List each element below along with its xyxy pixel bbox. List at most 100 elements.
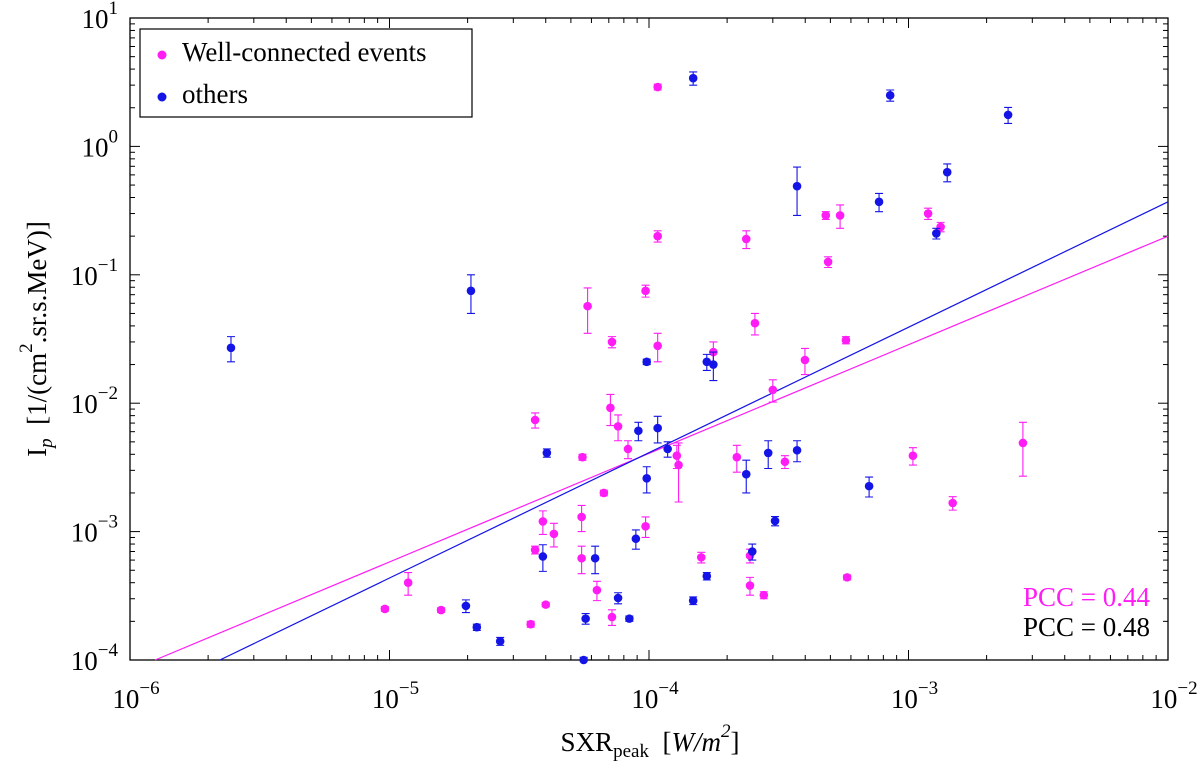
tick-label: 100 xyxy=(82,127,119,163)
point xyxy=(741,469,751,479)
tick-label: 10−5 xyxy=(372,678,419,714)
point xyxy=(592,585,602,595)
point xyxy=(641,521,650,531)
point xyxy=(874,197,884,207)
point xyxy=(623,444,633,454)
label-part: 2 xyxy=(721,721,731,742)
point xyxy=(642,474,652,483)
point xyxy=(823,257,833,267)
point xyxy=(538,552,548,561)
point xyxy=(800,355,810,365)
point xyxy=(541,600,551,609)
point xyxy=(466,286,476,296)
label-part: .sr.s.MeV)] xyxy=(22,221,52,343)
point xyxy=(770,516,780,526)
error-bar xyxy=(793,166,802,216)
point xyxy=(579,655,588,665)
tick-label: 10−4 xyxy=(71,640,119,676)
label-part: peak xyxy=(613,741,649,762)
point xyxy=(732,452,742,462)
tick-base: 10 xyxy=(71,261,98,291)
label-part: W/m xyxy=(671,727,721,757)
tick-base: 10 xyxy=(82,4,109,34)
annotation: PCC = 0.48 xyxy=(1023,612,1150,642)
tick-exponent: −2 xyxy=(98,384,118,405)
tick-exponent: −2 xyxy=(1177,678,1197,699)
tick-base: 10 xyxy=(112,684,139,714)
point xyxy=(542,448,552,458)
point xyxy=(642,357,652,367)
tick-exponent: −4 xyxy=(658,678,679,699)
point xyxy=(577,512,586,522)
point xyxy=(599,488,609,498)
legend-marker xyxy=(157,92,167,102)
point xyxy=(581,614,590,623)
point xyxy=(530,545,540,555)
point xyxy=(745,581,755,590)
point xyxy=(835,211,845,220)
point xyxy=(1018,438,1028,448)
point xyxy=(768,385,778,395)
point xyxy=(530,415,540,425)
point xyxy=(750,318,760,328)
point xyxy=(631,534,641,544)
point xyxy=(663,444,672,454)
label-part: [1/(cm xyxy=(22,353,52,438)
point xyxy=(606,403,615,413)
point xyxy=(436,605,446,615)
tick-label: 10−6 xyxy=(112,678,159,714)
point xyxy=(908,451,918,461)
point xyxy=(763,448,773,458)
point xyxy=(688,596,698,605)
error-bar xyxy=(583,287,592,334)
x-axis-label: SXRpeak [W/m2] xyxy=(561,721,740,762)
point xyxy=(702,571,712,581)
point xyxy=(653,423,662,433)
point xyxy=(672,451,682,461)
point xyxy=(1003,110,1013,120)
point xyxy=(590,553,600,563)
tick-label: 10−2 xyxy=(71,384,118,420)
y-axis-label: Ip [1/(cm2.sr.s.MeV)] xyxy=(16,221,57,457)
legend-label: Well-connected events xyxy=(182,37,426,67)
tick-exponent: −3 xyxy=(918,678,938,699)
tick-label: 10−1 xyxy=(71,255,118,291)
tick-label: 10−4 xyxy=(631,678,679,714)
point xyxy=(709,360,718,369)
point xyxy=(472,622,482,632)
point xyxy=(380,604,390,614)
legend-label: others xyxy=(182,79,248,109)
tick-exponent: −6 xyxy=(139,678,159,699)
point xyxy=(461,601,471,611)
label-part: p xyxy=(36,438,57,450)
point xyxy=(942,167,952,177)
point xyxy=(780,457,790,467)
point xyxy=(613,422,623,431)
label-part: I xyxy=(22,448,52,457)
point xyxy=(759,590,769,600)
point xyxy=(538,517,548,526)
tick-label: 10−3 xyxy=(71,512,118,548)
tick-base: 10 xyxy=(82,133,109,163)
tick-base: 10 xyxy=(71,646,98,676)
point xyxy=(741,234,751,244)
error-bar xyxy=(1018,421,1027,477)
label-part: [ xyxy=(649,727,672,757)
label-part: ] xyxy=(730,727,739,757)
point xyxy=(495,636,505,646)
point xyxy=(607,612,617,622)
legend-marker xyxy=(157,50,167,60)
point xyxy=(607,337,617,347)
point xyxy=(932,229,941,238)
point xyxy=(578,452,587,462)
point xyxy=(577,553,586,563)
tick-exponent: −5 xyxy=(399,678,419,699)
point xyxy=(641,286,650,296)
point xyxy=(653,231,662,241)
label-part: SXR xyxy=(561,727,614,757)
tick-base: 10 xyxy=(71,518,98,548)
point xyxy=(821,211,831,220)
point xyxy=(526,619,535,629)
point xyxy=(923,209,933,218)
